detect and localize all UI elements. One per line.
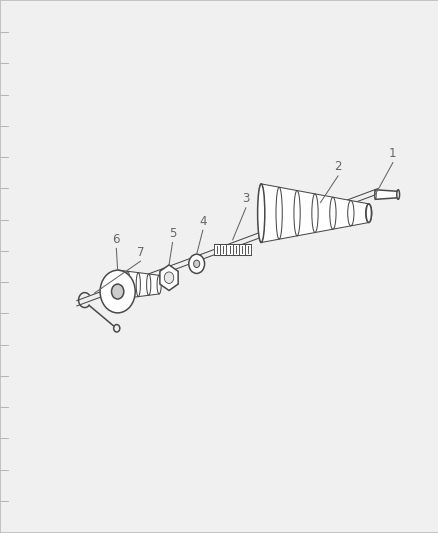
Text: 2: 2 <box>333 160 341 173</box>
Text: 5: 5 <box>169 227 176 240</box>
Polygon shape <box>159 265 178 290</box>
Circle shape <box>100 270 135 313</box>
Polygon shape <box>214 244 251 255</box>
Circle shape <box>164 272 173 284</box>
Text: 6: 6 <box>112 233 120 246</box>
Polygon shape <box>261 184 368 243</box>
Polygon shape <box>117 270 159 300</box>
Circle shape <box>193 260 199 268</box>
Circle shape <box>111 284 124 299</box>
Text: 7: 7 <box>136 246 144 259</box>
Ellipse shape <box>365 204 371 223</box>
Polygon shape <box>374 190 397 199</box>
Circle shape <box>188 254 204 273</box>
Text: 4: 4 <box>198 215 206 228</box>
Text: 1: 1 <box>388 147 396 160</box>
Ellipse shape <box>257 184 264 243</box>
Ellipse shape <box>374 190 375 199</box>
Text: 3: 3 <box>242 192 249 205</box>
Ellipse shape <box>396 190 399 199</box>
